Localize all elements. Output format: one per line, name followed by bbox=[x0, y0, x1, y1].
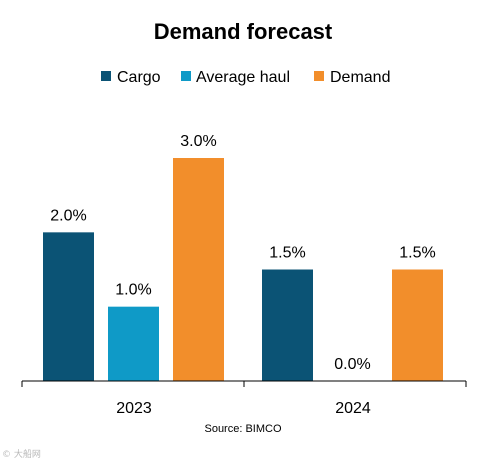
bar-cargo-2024 bbox=[262, 269, 313, 381]
source-note: Source: BIMCO bbox=[204, 423, 281, 435]
legend-label-cargo: Cargo bbox=[117, 69, 161, 86]
data-label-demand-2024: 1.5% bbox=[399, 245, 435, 262]
legend-swatch-average-haul bbox=[181, 71, 191, 81]
chart-title: Demand forecast bbox=[154, 19, 333, 44]
data-label-cargo-2023: 2.0% bbox=[50, 207, 86, 224]
legend-label-average-haul: Average haul bbox=[196, 69, 290, 86]
x-tick-label-2024: 2024 bbox=[335, 400, 371, 417]
data-label-cargo-2024: 1.5% bbox=[269, 245, 305, 262]
bars bbox=[43, 158, 443, 381]
data-label-demand-2023: 3.0% bbox=[180, 133, 216, 150]
bar-demand-2024 bbox=[392, 269, 443, 381]
bar-cargo-2023 bbox=[43, 232, 94, 381]
legend-swatch-demand bbox=[314, 71, 324, 81]
data-label-average-haul-2024: 0.0% bbox=[334, 356, 370, 373]
bar-demand-2023 bbox=[173, 158, 224, 381]
x-tick-label-2023: 2023 bbox=[116, 400, 152, 417]
watermark: © 大船网 bbox=[2, 450, 41, 460]
legend-label-demand: Demand bbox=[330, 69, 390, 86]
bar-average-haul-2023 bbox=[108, 306, 159, 381]
legend-item-cargo: Cargo bbox=[101, 69, 161, 86]
data-label-average-haul-2023: 1.0% bbox=[115, 282, 151, 299]
x-axis: 2023 2024 bbox=[21, 380, 467, 417]
legend: Cargo Average haul Demand bbox=[101, 69, 390, 86]
legend-item-average-haul: Average haul bbox=[181, 69, 290, 86]
bar-labels: 2.0% 1.0% 3.0% 1.5% 0.0% 1.5% bbox=[50, 133, 435, 373]
legend-item-demand: Demand bbox=[314, 69, 390, 86]
legend-swatch-cargo bbox=[101, 71, 111, 81]
